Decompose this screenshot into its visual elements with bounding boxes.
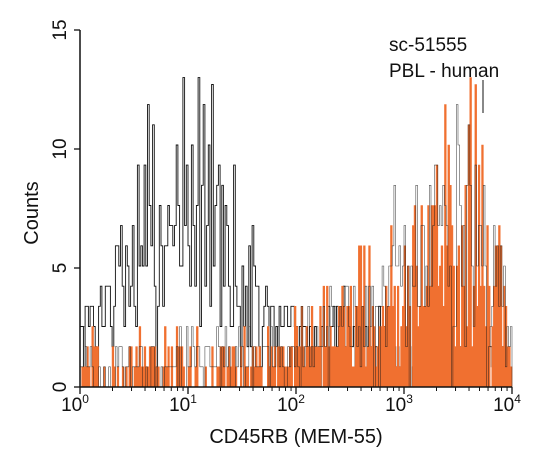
y-axis-title: Counts [21, 181, 43, 244]
x-tick-label: 102 [277, 392, 305, 416]
y-tick-label: 0 [50, 382, 71, 393]
series-CD45RB-fill [80, 77, 513, 388]
y-tick-label: 10 [50, 138, 71, 159]
x-tick-label: 104 [493, 392, 521, 416]
axes: 0 5 10 15 100 101 102 103 104 [50, 19, 521, 416]
x-axis-title: CD45RB (MEM-55) [209, 426, 382, 448]
x-tick-label: 103 [385, 392, 413, 416]
annotation-line-2: PBL - human [389, 61, 499, 82]
x-tick-label: 100 [61, 392, 89, 416]
x-tick-label: 101 [169, 392, 197, 416]
series-CD45RB-outline [79, 104, 513, 388]
y-tick-label: 5 [50, 263, 71, 274]
y-tick-label: 15 [50, 19, 71, 40]
annotation-line-1: sc-51555 [389, 35, 467, 56]
plot-area [79, 77, 513, 388]
